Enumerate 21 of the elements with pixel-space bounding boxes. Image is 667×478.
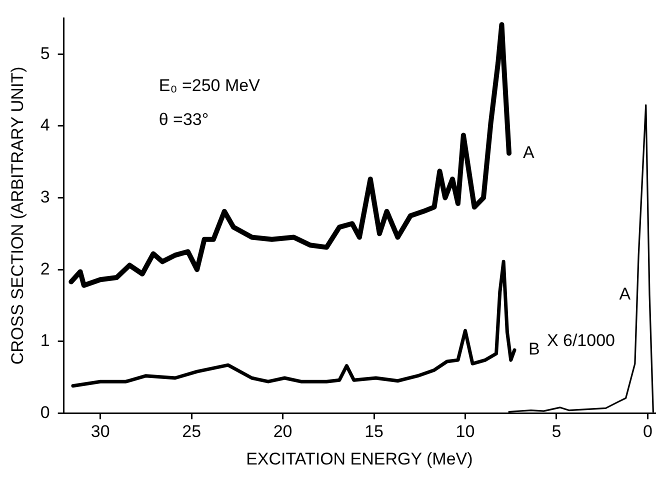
y-tick-label: 5 (40, 44, 50, 63)
y-tick-label: 3 (40, 187, 50, 206)
annotation: θ =33° (158, 110, 209, 129)
x-tick-label: 30 (90, 422, 110, 442)
y-tick-label: 4 (40, 116, 50, 135)
y-axis-title: CROSS SECTION (ARBITRARY UNIT) (8, 66, 27, 365)
x-axis-title: EXCITATION ENERGY (MeV) (246, 449, 473, 468)
annotation: E₀ =250 MeV (158, 76, 261, 95)
x-tick-label: 20 (273, 422, 292, 442)
series-label: A (523, 142, 536, 162)
y-tick-label: 0 (40, 402, 50, 422)
x-tick-label: 15 (364, 422, 384, 442)
series-label: B (528, 340, 540, 359)
x-tick-label: 0 (642, 422, 652, 442)
x-tick-label: 10 (456, 422, 475, 442)
x-tick-label: 5 (552, 422, 562, 442)
y-tick-label: 1 (40, 331, 50, 350)
y-tick-label: 2 (40, 259, 50, 278)
series-label: A (619, 284, 632, 304)
x-tick-label: 25 (182, 422, 202, 442)
annotation: X 6/1000 (546, 331, 615, 350)
